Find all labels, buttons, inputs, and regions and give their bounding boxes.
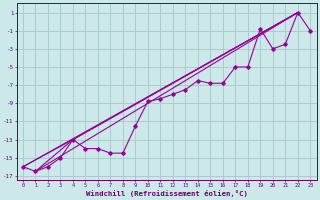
X-axis label: Windchill (Refroidissement éolien,°C): Windchill (Refroidissement éolien,°C) [86, 190, 248, 197]
